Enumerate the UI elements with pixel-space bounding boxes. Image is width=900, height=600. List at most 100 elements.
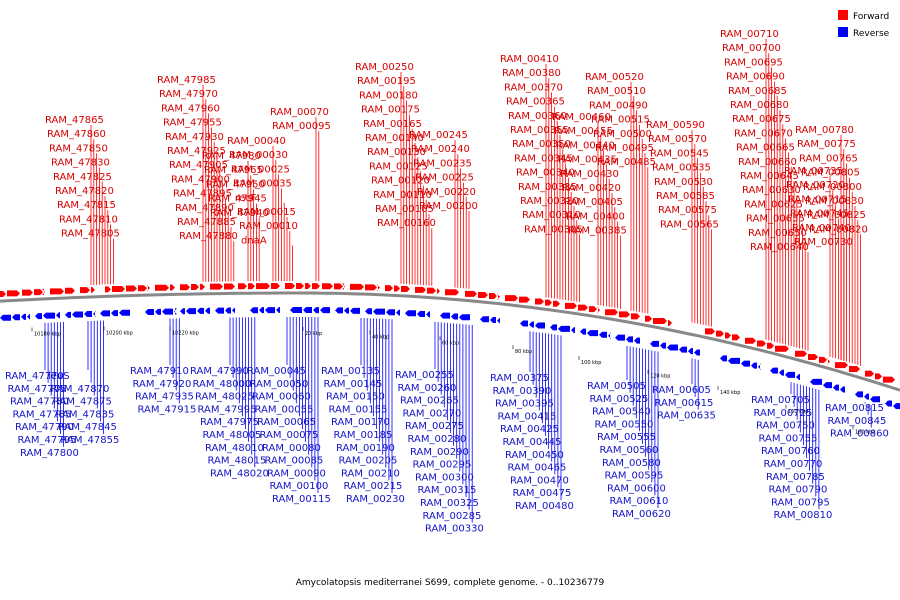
forward-gene-label: RAM_00825	[807, 210, 866, 221]
reverse-gene-arrow	[688, 348, 693, 355]
forward-gene-label: RAM_00585	[656, 191, 715, 202]
reverse-gene-arrow	[864, 393, 869, 400]
reverse-gene-label: RAM_00555	[597, 432, 656, 443]
reverse-gene-label: RAM_00100	[270, 481, 329, 492]
reverse-gene-arrow	[796, 373, 800, 380]
reverse-gene-arrow	[396, 309, 400, 316]
reverse-gene-arrow	[27, 313, 30, 320]
forward-gene-arrow	[605, 309, 618, 316]
forward-gene-label: RAM_47810	[59, 214, 118, 225]
forward-gene-label: RAM_00010	[239, 221, 298, 232]
reverse-gene-label: RAM_00480	[515, 501, 574, 512]
reverse-gene-arrow	[72, 311, 83, 318]
reverse-gene-label: RAM_00750	[756, 421, 815, 432]
reverse-gene-label: RAM_00215	[344, 481, 403, 492]
forward-gene-label: RAM_47965	[204, 165, 263, 176]
forward-gene-label: RAM_47960	[161, 103, 220, 114]
forward-gene-label: RAM_00830	[805, 196, 864, 207]
forward-gene-arrow	[505, 295, 518, 302]
reverse-gene-arrow	[480, 316, 489, 323]
forward-gene-label: RAM_00520	[585, 72, 644, 83]
forward-gene-label: RAM_00695	[724, 57, 783, 68]
forward-gene-label: RAM_00730	[794, 237, 853, 248]
forward-gene-arrow	[7, 290, 20, 297]
forward-gene-arrow	[553, 300, 560, 307]
forward-gene-label: RAM_00660	[738, 157, 797, 168]
forward-gene-label: RAM_00515	[591, 115, 650, 126]
forward-gene-arrow	[138, 285, 147, 292]
forward-gene-label: RAM_00175	[361, 105, 420, 116]
tick-label: 120 kbp	[650, 374, 670, 380]
forward-gene-arrow	[767, 342, 774, 349]
reverse-gene-arrow	[558, 325, 570, 332]
forward-gene-arrow	[883, 376, 895, 383]
tick-label: 180 kbp	[855, 430, 875, 436]
tick-label: 10220 kbp	[172, 331, 199, 337]
forward-gene-arrow	[835, 362, 848, 369]
forward-gene-label: RAM_47940	[210, 208, 269, 219]
forward-gene-label: RAM_00630	[742, 185, 801, 196]
forward-gene-label: RAM_00650	[748, 228, 807, 239]
reverse-gene-arrow	[599, 331, 607, 338]
forward-gene-label: RAM_00685	[728, 86, 787, 97]
reverse-gene-label: RAM_00725	[754, 408, 813, 419]
forward-gene-arrow	[535, 298, 544, 305]
reverse-gene-arrow	[145, 309, 154, 316]
reverse-gene-label: RAM_00155	[329, 404, 388, 415]
reverse-gene-arrow	[119, 309, 130, 316]
reverse-gene-arrow	[490, 317, 496, 324]
forward-gene-arrow	[875, 373, 882, 380]
forward-gene-arrow	[745, 337, 756, 344]
forward-gene-arrow	[394, 285, 400, 292]
tick-label: 80 kbp	[515, 349, 532, 355]
reverse-gene-label: RAM_00055	[255, 404, 314, 415]
reverse-gene-label: RAM_47990	[190, 366, 249, 377]
reverse-gene-arrow	[365, 308, 372, 315]
forward-gene-label: RAM_00035	[233, 179, 292, 190]
forward-gene-label: RAM_00500	[593, 129, 652, 140]
forward-gene-label: RAM_47825	[53, 172, 112, 183]
reverse-gene-arrow	[232, 307, 235, 314]
reverse-gene-label: RAM_00560	[600, 445, 659, 456]
forward-gene-arrow	[0, 290, 6, 297]
reverse-gene-label: RAM_00330	[425, 524, 484, 535]
reverse-gene-arrow	[667, 344, 678, 351]
forward-gene-label: RAM_00360	[508, 111, 567, 122]
reverse-gene-label: RAM_00325	[420, 498, 479, 509]
forward-gene-label: RAM_00745	[790, 209, 849, 220]
tick-label: 10200 kbp	[106, 330, 133, 336]
forward-gene-label: RAM_00015	[237, 207, 296, 218]
reverse-gene-arrow	[344, 307, 349, 314]
forward-gene-arrow	[725, 332, 731, 339]
forward-gene-arrow	[519, 296, 530, 303]
forward-gene-label: RAM_00510	[587, 86, 646, 97]
forward-gene-arrow	[795, 350, 807, 357]
forward-gene-arrow	[238, 283, 247, 290]
reverse-gene-arrow	[43, 312, 55, 319]
forward-gene-arrow	[597, 307, 600, 314]
reverse-gene-label: RAM_00115	[272, 494, 331, 505]
backbone-arc	[0, 291, 900, 392]
reverse-gene-arrow	[250, 307, 258, 314]
reverse-gene-label: RAM_00785	[766, 472, 825, 483]
forward-gene-label: RAM_00370	[504, 82, 563, 93]
forward-gene-label: RAM_00180	[359, 90, 418, 101]
reverse-gene-arrow	[741, 360, 750, 367]
forward-gene-label: RAM_00240	[411, 144, 470, 155]
forward-gene-arrow	[865, 370, 874, 377]
forward-gene-label: RAM_47950	[206, 179, 265, 190]
forward-gene-arrow	[200, 283, 205, 290]
forward-leader-lines	[90, 39, 861, 366]
reverse-gene-label: RAM_00615	[655, 398, 714, 409]
forward-gene-arrow	[415, 286, 426, 293]
tick-label: 40 kbp	[372, 334, 389, 340]
forward-gene-arrow	[427, 287, 436, 294]
reverse-gene-label: RAM_47910	[130, 366, 189, 377]
forward-gene-label: RAM_00340	[516, 168, 575, 179]
forward-gene-arrow	[478, 292, 488, 299]
reverse-gene-arrow	[779, 369, 784, 376]
forward-gene-label: RAM_47955	[163, 118, 222, 129]
reverse-leader-lines	[44, 317, 872, 523]
reverse-legend-label: Reverse	[853, 29, 890, 39]
reverse-gene-label: RAM_00795	[771, 497, 830, 508]
